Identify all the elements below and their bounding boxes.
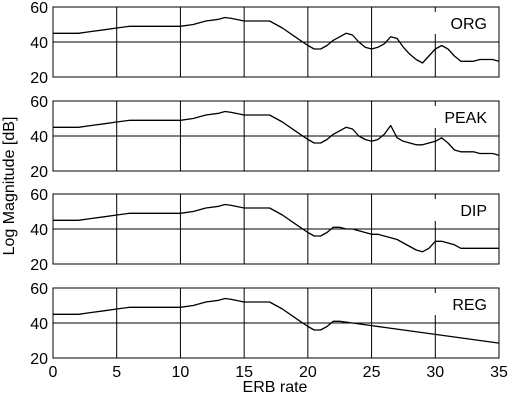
panel-label: REG bbox=[452, 297, 487, 314]
chart-panel-reg: 20 40 60 0 5 10 15 20 25 30 35 REG bbox=[30, 281, 508, 381]
y-tick-label: 60 bbox=[30, 0, 48, 17]
x-tick-label: 35 bbox=[490, 364, 508, 381]
y-tick-label: 20 bbox=[30, 164, 48, 181]
y-tick-label: 40 bbox=[30, 129, 48, 146]
series-line bbox=[53, 203, 499, 253]
x-tick-label: 5 bbox=[112, 364, 121, 381]
chart-panel-peak: 20 40 60 PEAK bbox=[30, 94, 500, 181]
y-tick-label: 20 bbox=[30, 257, 48, 274]
y-tick-label: 40 bbox=[30, 222, 48, 239]
x-tick-label: 25 bbox=[363, 364, 381, 381]
series-line bbox=[53, 16, 500, 64]
chart-panel-org: 20 40 60 ORG bbox=[30, 0, 500, 87]
x-tick-label: 20 bbox=[299, 364, 317, 381]
y-tick-label: 40 bbox=[30, 316, 48, 333]
x-tick-label: 10 bbox=[172, 364, 190, 381]
panel-label-box bbox=[433, 199, 495, 221]
x-tick-label: 30 bbox=[426, 364, 444, 381]
panel-label-box bbox=[433, 106, 495, 128]
panel-label: ORG bbox=[451, 16, 487, 33]
y-tick-label: 60 bbox=[30, 281, 48, 298]
panel-label: DIP bbox=[460, 203, 487, 220]
x-axis-label: ERB rate bbox=[243, 379, 308, 396]
y-tick-label: 20 bbox=[30, 70, 48, 87]
y-tick-label: 20 bbox=[30, 351, 48, 368]
y-tick-label: 60 bbox=[30, 94, 48, 111]
chart-panel-dip: 20 40 60 DIP bbox=[30, 187, 500, 274]
x-tick-label: 15 bbox=[235, 364, 253, 381]
x-tick-label: 0 bbox=[49, 364, 58, 381]
series-line bbox=[53, 297, 500, 344]
panel-label-box bbox=[433, 293, 495, 315]
panel-label: PEAK bbox=[444, 110, 487, 127]
panel-label-box bbox=[433, 12, 495, 34]
y-axis-label: Log Magnitude [dB] bbox=[1, 117, 18, 256]
y-tick-label: 60 bbox=[30, 187, 48, 204]
series-line bbox=[53, 110, 500, 156]
y-tick-label: 40 bbox=[30, 35, 48, 52]
